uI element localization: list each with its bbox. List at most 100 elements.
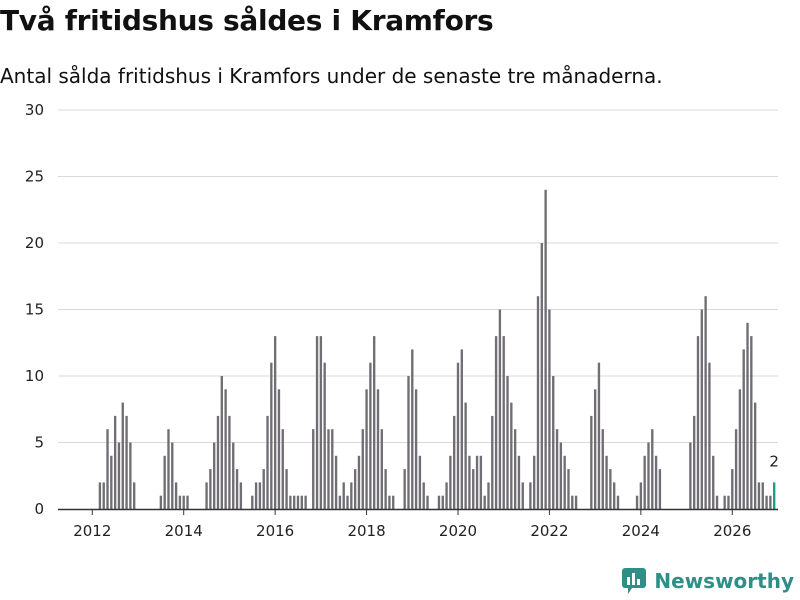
bar	[357, 455, 361, 509]
bar	[513, 429, 517, 509]
bar	[517, 455, 521, 509]
bar	[315, 336, 319, 509]
bar	[403, 469, 406, 509]
bar	[174, 482, 178, 509]
bar	[113, 415, 117, 509]
brand-name: Newsworthy	[654, 569, 794, 593]
bar	[491, 415, 494, 509]
x-axis: 2012 2014 2016 2018 2020 2022 2024 2026	[58, 508, 778, 540]
bar	[510, 402, 513, 509]
bar	[133, 482, 136, 509]
bar	[601, 429, 604, 509]
x-tick-label: 2014	[165, 522, 203, 540]
bar	[757, 482, 761, 509]
bar	[182, 495, 185, 509]
bar	[609, 469, 612, 509]
bar	[422, 482, 425, 509]
bar	[731, 469, 734, 509]
bar	[746, 322, 749, 509]
bar	[643, 455, 646, 509]
bar	[696, 336, 700, 509]
bar	[593, 389, 597, 509]
bar	[654, 455, 658, 509]
bar	[304, 495, 307, 509]
bar	[125, 415, 128, 509]
bar	[117, 442, 121, 509]
bar	[216, 415, 220, 509]
y-tick-label: 20	[25, 234, 44, 252]
bar	[426, 495, 429, 509]
bar	[239, 482, 243, 509]
bar	[555, 429, 559, 509]
bar	[475, 455, 479, 509]
bar	[361, 429, 364, 509]
y-tick-label: 5	[34, 434, 44, 452]
bar	[533, 455, 536, 509]
y-tick-label: 15	[25, 301, 44, 319]
bar	[559, 442, 563, 509]
x-tick-label: 2022	[530, 522, 568, 540]
bar	[342, 482, 345, 509]
bar	[289, 495, 292, 509]
bar	[540, 243, 543, 509]
bar	[251, 495, 254, 509]
bar	[472, 469, 475, 509]
bar	[186, 495, 189, 509]
bar	[449, 455, 452, 509]
bar	[753, 402, 757, 509]
bar	[704, 296, 707, 509]
newsworthy-logo[interactable]: Newsworthy	[622, 568, 794, 594]
bar	[651, 429, 654, 509]
bar	[376, 389, 380, 509]
bar	[323, 362, 326, 509]
bar	[437, 495, 441, 509]
bar	[350, 482, 353, 509]
bar	[498, 309, 502, 509]
x-tick-label: 2020	[439, 522, 477, 540]
bar	[418, 455, 422, 509]
bar	[715, 495, 719, 509]
bar	[167, 429, 170, 509]
bar	[590, 415, 593, 509]
bar	[468, 455, 471, 509]
bar	[220, 376, 223, 509]
x-tick-label: 2024	[622, 522, 660, 540]
bar	[574, 495, 578, 509]
chart-subtitle: Antal sålda fritidshus i Kramfors under …	[0, 64, 663, 88]
bar-series	[98, 189, 776, 510]
bar	[293, 495, 296, 509]
bar	[171, 442, 174, 509]
bar	[506, 376, 509, 509]
bar	[300, 495, 303, 509]
bar	[98, 482, 102, 509]
bar	[129, 442, 132, 509]
bar	[635, 495, 639, 509]
bar	[567, 469, 570, 509]
bar	[346, 495, 349, 509]
bar	[380, 429, 383, 509]
x-tick-label: 2012	[73, 522, 111, 540]
bar	[414, 389, 418, 509]
bar	[338, 495, 342, 509]
bar	[392, 495, 395, 509]
bar	[163, 455, 166, 509]
bar	[460, 349, 463, 509]
bar	[121, 402, 124, 509]
bar	[563, 455, 566, 509]
bar	[407, 376, 410, 509]
chart-title: Två fritidshus såldes i Kramfors	[0, 4, 494, 37]
bar	[285, 469, 288, 509]
bar	[494, 336, 498, 509]
bar	[639, 482, 643, 509]
bar	[658, 469, 662, 509]
bar-chart-pin-icon	[622, 568, 647, 594]
bar	[331, 429, 334, 509]
bar	[281, 429, 284, 509]
bar	[369, 362, 372, 509]
bar	[178, 495, 182, 509]
bar	[700, 309, 703, 509]
bar	[708, 362, 711, 509]
bar	[689, 442, 692, 509]
bar	[453, 415, 456, 509]
bar	[571, 495, 574, 509]
